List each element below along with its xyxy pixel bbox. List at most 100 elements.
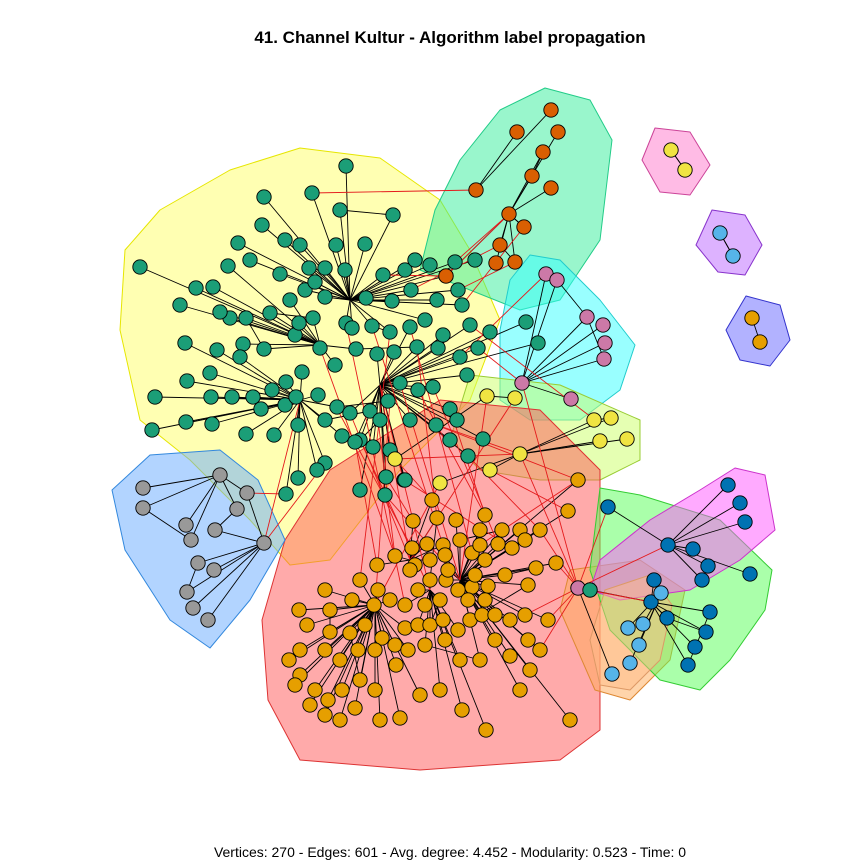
community-sky-node: [635, 616, 651, 632]
community-mint-node: [492, 237, 508, 253]
intra-edge: [349, 214, 394, 301]
community-yellow-node: [212, 304, 228, 320]
community-red-node: [452, 652, 468, 668]
community-red-node: [287, 677, 303, 693]
community-yellow-node: [309, 462, 325, 478]
intra-edge: [521, 342, 606, 384]
community-mint-node: [543, 180, 559, 196]
intra-edge: [349, 243, 366, 301]
community-red-node: [350, 642, 366, 658]
community-yellow-node: [362, 403, 378, 419]
community-red-node: [332, 652, 348, 668]
community-violet-hull: [695, 209, 763, 276]
community-red-node: [532, 522, 548, 538]
intra-edge: [186, 542, 265, 593]
community-red-node: [450, 622, 466, 638]
community-red-node: [502, 648, 518, 664]
community-yellow-node: [132, 259, 148, 275]
community-blue-node: [135, 480, 151, 496]
community-red-node: [429, 510, 445, 526]
community-red-node: [367, 642, 383, 658]
inter-edge: [394, 453, 521, 460]
inter-edge: [417, 389, 486, 516]
community-yellow-node: [384, 293, 400, 309]
community-green-node: [732, 495, 748, 511]
community-red-node: [528, 560, 544, 576]
community-red-node: [472, 652, 488, 668]
community-yellow-node: [266, 427, 282, 443]
community-yellow-node: [188, 280, 204, 296]
community-yellow-node: [290, 470, 306, 486]
community-yellow-node: [467, 252, 483, 268]
intra-edge: [521, 273, 547, 384]
community-yellow-node: [307, 274, 323, 290]
community-red-node: [366, 597, 382, 613]
community-red-node: [322, 624, 338, 640]
community-yellow-node: [450, 282, 466, 298]
community-red-node: [372, 712, 388, 728]
intra-edge: [308, 267, 351, 301]
community-yellow-node: [392, 375, 408, 391]
community-blue-node: [256, 535, 272, 551]
community-blue-node: [212, 467, 228, 483]
community-red-node: [317, 582, 333, 598]
community-yellow-node: [304, 185, 320, 201]
community-red-node: [317, 642, 333, 658]
community-blue-hull: [111, 449, 286, 649]
community-red-node: [452, 532, 468, 548]
community-green-node: [660, 537, 676, 553]
intra-edge: [508, 213, 516, 263]
community-yellow-node: [245, 389, 261, 405]
community-green-node: [720, 477, 736, 493]
intra-edge: [227, 265, 321, 346]
community-yellow-node: [262, 305, 278, 321]
community-yellow-node: [301, 260, 317, 276]
community-red-node: [477, 552, 493, 568]
intra-edge: [379, 384, 437, 426]
community-yellow-node: [204, 416, 220, 432]
community-mint-node: [543, 102, 559, 118]
intra-edge: [216, 349, 301, 401]
intra-edge: [508, 187, 552, 215]
community-red-node: [292, 642, 308, 658]
community-cyan-node: [597, 335, 613, 351]
intra-edge: [142, 474, 221, 509]
inter-edge: [524, 587, 579, 616]
community-red-node: [432, 682, 448, 698]
intra-edge: [151, 399, 301, 431]
community-yellow-node: [294, 364, 310, 380]
community-indigo-node: [744, 310, 760, 326]
community-pink-node: [663, 142, 679, 158]
community-yellow-node: [402, 412, 418, 428]
community-yellow-node: [282, 292, 298, 308]
community-yellow-node: [179, 373, 195, 389]
community-blue-node: [206, 562, 222, 578]
community-green-node: [659, 610, 675, 626]
community-yellow-node: [254, 217, 270, 233]
community-yellow-node: [235, 336, 251, 352]
community-yellow-node: [202, 365, 218, 381]
community-sky-node: [622, 655, 638, 671]
community-red-node: [402, 562, 418, 578]
intra-edge: [577, 587, 613, 675]
community-yellow-node: [317, 412, 333, 428]
intra-edge: [299, 604, 376, 676]
inter-edge: [489, 469, 569, 512]
community-red-node: [520, 577, 536, 593]
intra-edge: [455, 519, 461, 581]
community-mint-node: [550, 124, 566, 140]
intra-edge: [667, 502, 741, 546]
community-red-node: [520, 632, 536, 648]
community-yellow-node: [147, 389, 163, 405]
community-red-node: [422, 572, 438, 588]
community-yellow-node: [459, 367, 475, 383]
community-red-node: [490, 536, 506, 552]
community-violet-node: [712, 225, 728, 241]
community-red-node: [320, 692, 336, 708]
community-red-node: [369, 557, 385, 573]
community-yellow-node: [430, 340, 446, 356]
intra-edge: [374, 604, 409, 651]
intra-edge: [650, 601, 689, 666]
intra-edge: [519, 419, 595, 455]
